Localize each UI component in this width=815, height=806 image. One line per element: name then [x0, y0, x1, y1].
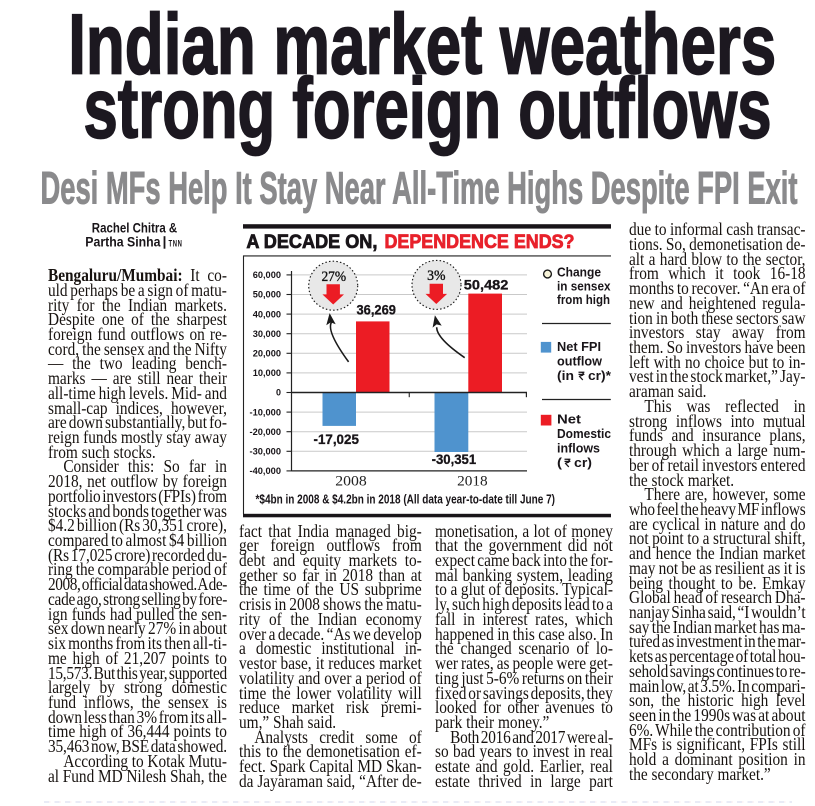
- svg-text:-10,000: -10,000: [250, 407, 282, 418]
- svg-text:Rachel Chitra &: Rachel Chitra &: [92, 220, 178, 235]
- svg-text:27%: 27%: [321, 269, 346, 285]
- svg-text:Domestic: Domestic: [557, 427, 611, 441]
- svg-text:Indian market weathers: Indian market weathers: [68, 0, 776, 93]
- svg-text:inflows: inflows: [557, 442, 600, 456]
- svg-text:*$4bn in 2008 & $4.2bn in 2018: *$4bn in 2008 & $4.2bn in 2018 (All data…: [256, 493, 556, 507]
- svg-text:outflow: outflow: [557, 355, 602, 369]
- svg-text:(: (: [557, 456, 563, 470]
- svg-text:DEPENDENCE ENDS?: DEPENDENCE ENDS?: [385, 231, 575, 253]
- svg-text:-40,000: -40,000: [250, 466, 282, 477]
- svg-text:from high: from high: [557, 293, 610, 307]
- svg-text:30,000: 30,000: [253, 329, 281, 340]
- svg-text:2008: 2008: [335, 474, 367, 490]
- svg-text:Change: Change: [557, 266, 601, 280]
- svg-text:-30,000: -30,000: [250, 447, 282, 458]
- svg-text:Partha Sinha: Partha Sinha: [85, 234, 161, 249]
- svg-text:Net: Net: [557, 413, 582, 427]
- svg-text:10,000: 10,000: [253, 368, 281, 379]
- svg-text:cr)*: cr)*: [588, 369, 611, 383]
- svg-text:0: 0: [276, 388, 281, 399]
- svg-text:3%: 3%: [427, 268, 445, 284]
- svg-text:in sensex: in sensex: [557, 279, 611, 293]
- svg-text:Desi MFs Help It Stay Near All: Desi MFs Help It Stay Near All-Time High…: [41, 162, 798, 213]
- svg-text:40,000: 40,000: [253, 309, 281, 320]
- svg-text:Net FPI: Net FPI: [557, 340, 601, 354]
- svg-text:-17,025: -17,025: [314, 432, 360, 447]
- svg-text:60,000: 60,000: [253, 270, 281, 281]
- svg-text:36,269: 36,269: [357, 303, 396, 318]
- svg-text:20,000: 20,000: [253, 349, 281, 360]
- svg-text:A DECADE ON,: A DECADE ON,: [246, 231, 377, 253]
- svg-text:50,482: 50,482: [464, 276, 509, 292]
- svg-text:-30,351: -30,351: [432, 452, 477, 467]
- svg-text:(in: (in: [557, 369, 574, 383]
- svg-text:-20,000: -20,000: [250, 427, 282, 438]
- svg-text:TNN: TNN: [169, 238, 183, 249]
- svg-text:strong foreign outflows: strong foreign outflows: [84, 62, 772, 157]
- svg-text:cr): cr): [574, 456, 592, 470]
- svg-text:50,000: 50,000: [253, 290, 281, 301]
- svg-text:2018: 2018: [457, 474, 488, 490]
